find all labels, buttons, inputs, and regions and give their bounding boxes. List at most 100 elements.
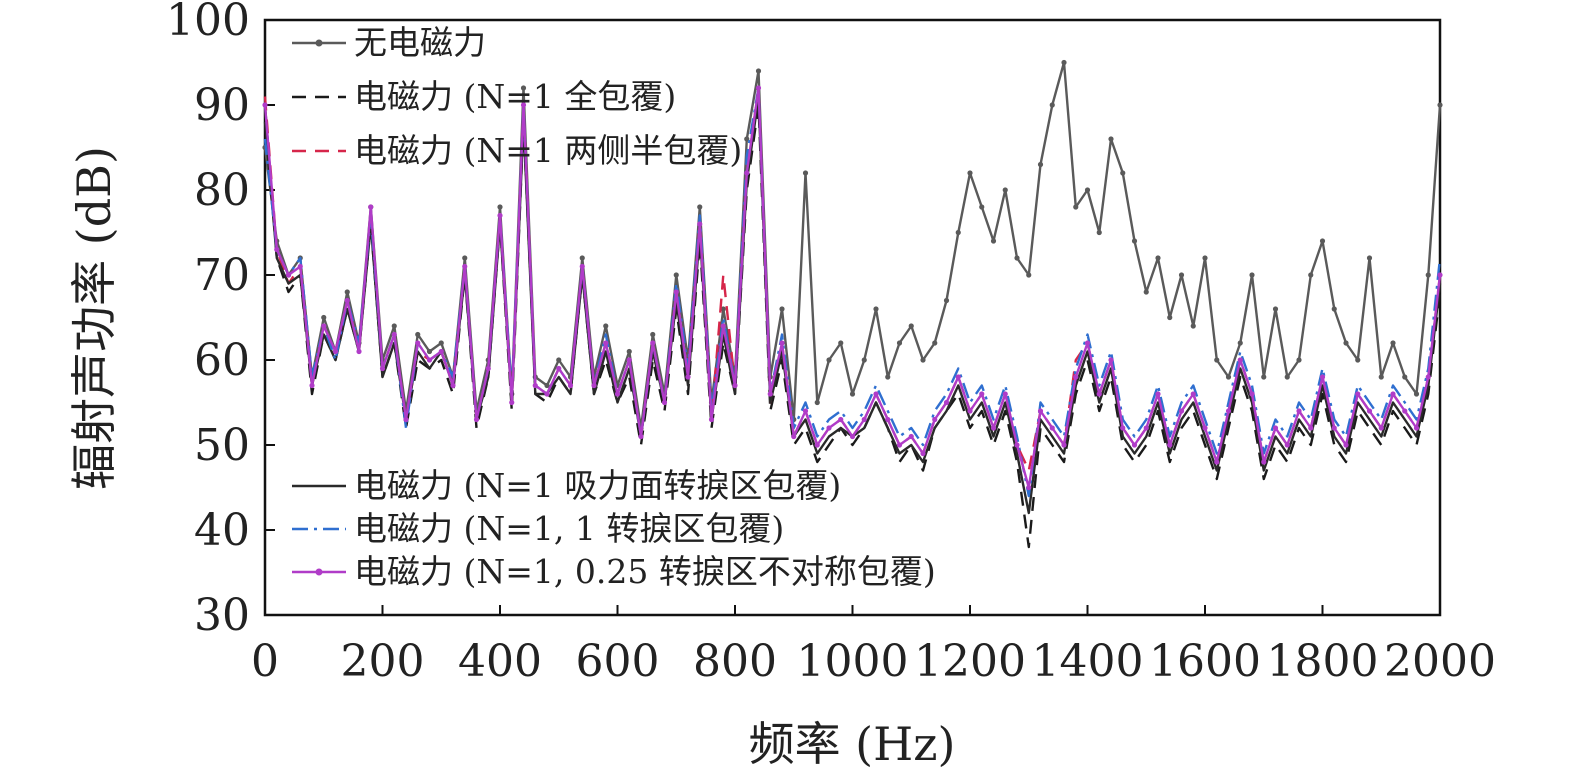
x-tick-label: 1400 (1032, 636, 1144, 687)
series-6-point (650, 340, 656, 346)
series-6-point (685, 374, 691, 380)
series-6-point (1425, 374, 1431, 380)
series-1-point (1061, 59, 1067, 66)
series-1-point (838, 340, 844, 346)
series-1-point (1167, 314, 1173, 321)
x-tick-label: 2000 (1384, 636, 1496, 687)
series-1-point (1084, 187, 1091, 193)
series-1-point (873, 306, 879, 312)
series-1-point (556, 357, 562, 363)
y-tick-label: 90 (194, 80, 250, 131)
series-6-point (1167, 442, 1173, 448)
series-6-point (697, 221, 703, 227)
series-6-point (1002, 391, 1008, 397)
series-6-point (979, 391, 985, 397)
series-6-point (1026, 484, 1032, 491)
series-1-point (497, 204, 503, 210)
series-1-point (896, 340, 903, 346)
series-1-point (426, 348, 433, 355)
series-6-point (708, 416, 715, 423)
series-6-point (1120, 425, 1126, 431)
series-1-point (1178, 272, 1185, 278)
series-6-point (802, 408, 809, 414)
series-6-point (1355, 391, 1361, 397)
legend-marker-6 (315, 568, 323, 576)
series-1-point (744, 136, 750, 142)
series-6-point (274, 246, 280, 253)
series-6-point (849, 433, 856, 440)
series-1-point (1425, 272, 1431, 278)
series-6-point (814, 442, 820, 448)
series-6-point (332, 348, 339, 355)
series-6-point (673, 289, 679, 295)
series-1-point (603, 323, 609, 329)
series-1-point (1390, 340, 1396, 346)
series-6-point (379, 365, 386, 372)
x-tick-label: 1800 (1267, 636, 1379, 687)
x-axis-label: 频率 (Hz) (749, 717, 956, 771)
series-1-point (1402, 374, 1408, 380)
y-tick-label: 50 (194, 420, 250, 471)
series-6-point (1272, 425, 1279, 431)
legend-label-1: 无电磁力 (354, 23, 486, 62)
series-1-point (720, 306, 726, 312)
series-1-point (1272, 306, 1279, 312)
series-1-point (1190, 323, 1196, 329)
series-1-point (1143, 289, 1149, 295)
y-tick-label: 100 (166, 0, 250, 46)
series-6-point (567, 382, 574, 389)
series-6-point (1390, 391, 1396, 397)
series-1-point (967, 170, 973, 176)
series-6-point (873, 391, 879, 397)
y-tick-label: 70 (194, 250, 250, 301)
series-6-point (638, 433, 644, 440)
legend-label-4: 电磁力 (N=1 吸力面转捩区包覆) (354, 466, 841, 505)
series-1-point (979, 204, 985, 210)
series-1-point (1296, 357, 1302, 363)
series-6-point (1073, 374, 1079, 380)
series-1-point (932, 340, 938, 346)
series-6-point (1155, 391, 1161, 397)
series-6-point (826, 425, 832, 431)
series-1-point (814, 399, 820, 406)
y-tick-label: 30 (194, 590, 250, 641)
series-6-point (1037, 408, 1044, 414)
series-6-point (1014, 442, 1020, 448)
series-6-point (967, 408, 973, 414)
series-6-point (1413, 425, 1420, 431)
series-1-point (1108, 136, 1114, 142)
series-1-point (849, 391, 856, 397)
series-1-point (826, 357, 832, 363)
series-1-point (520, 85, 527, 91)
series-6-point (368, 204, 374, 210)
series-1-point (990, 238, 997, 244)
series-6-point (462, 263, 468, 270)
y-axis-label: 辐射声功率 (dB) (67, 146, 121, 490)
series-6-point (262, 102, 268, 108)
series-6-point (1296, 408, 1302, 414)
legend-label-2: 电磁力 (N=1 全包覆) (354, 77, 676, 116)
series-6-point (1143, 425, 1149, 431)
series-1-point (943, 297, 950, 304)
series-1-point (1120, 170, 1126, 176)
series-6-point (720, 323, 726, 329)
series-1-point (885, 374, 891, 380)
series-6-point (791, 433, 797, 440)
series-6-point (614, 391, 621, 397)
series-1-point (544, 382, 550, 389)
series-6-point (990, 425, 997, 431)
series-1-point (861, 357, 867, 363)
series-6-point (1061, 442, 1067, 448)
series-6-point (473, 416, 480, 423)
series-6-point (1319, 374, 1326, 380)
series-6-point (591, 382, 597, 389)
series-1-point (321, 314, 327, 321)
series-1-point (955, 229, 961, 236)
series-6-point (603, 340, 609, 346)
series-6-point (1284, 442, 1290, 448)
series-1-point (626, 348, 632, 355)
series-6-point (285, 272, 292, 278)
series-6-point (1249, 391, 1255, 397)
series-1-point (1002, 187, 1008, 193)
